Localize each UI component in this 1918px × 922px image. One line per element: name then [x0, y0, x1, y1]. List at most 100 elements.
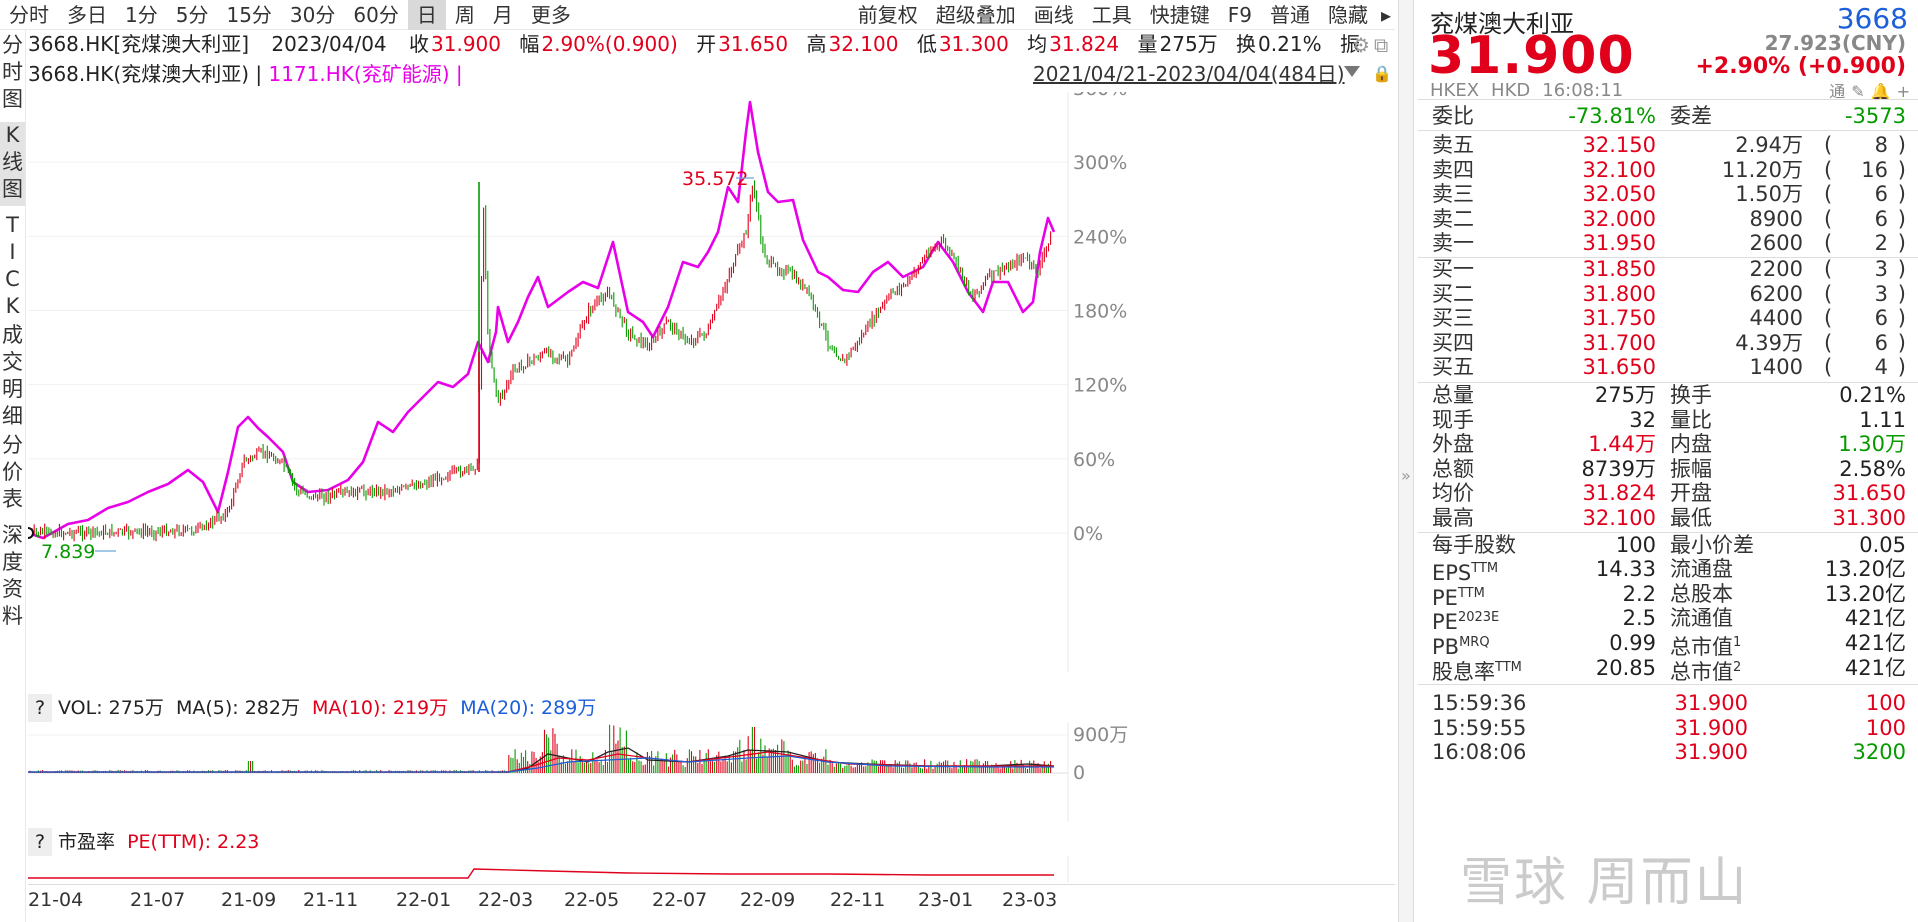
level-label: 卖一 [1432, 231, 1474, 256]
fund-value: 0.99 [1609, 631, 1656, 655]
trade-time: 16:08:06 [1432, 740, 1527, 765]
toolbar-tool-button[interactable]: 超级叠加 [935, 2, 1016, 27]
avg-label: 均 [1027, 32, 1048, 56]
weibi-row: 委比 -73.81% 委差 -3573 [1418, 101, 1918, 131]
x-tick-label: 22-07 [652, 889, 708, 911]
toolbar-tool-button[interactable]: 工具 [1091, 2, 1132, 27]
level-qty: 2600 [1749, 231, 1803, 256]
fundamental-row: PETTM 2.2 总股本 13.20亿 [1418, 582, 1918, 610]
edit-icon[interactable]: ✎ [1851, 82, 1865, 101]
fund-label-sup: TTM [1457, 585, 1485, 601]
paren-open: ( [1824, 257, 1833, 281]
panel-splitter[interactable]: » [1398, 0, 1414, 922]
fund-label-text: PE [1432, 585, 1458, 610]
bell-icon[interactable]: 🔔 [1870, 82, 1891, 101]
bid-level-row[interactable]: 买五 31.650 1400 (4) [1418, 355, 1918, 380]
pe-chart[interactable] [28, 856, 1395, 882]
settings-icon[interactable]: ⚙ [1352, 33, 1370, 57]
y-tick-label: 120% [1073, 375, 1127, 397]
fund-label-text: 总市值 [1670, 659, 1733, 684]
level-qty: 1400 [1749, 355, 1803, 380]
period-tab[interactable]: 分时 [9, 2, 49, 27]
vol-ma5-line [28, 747, 1055, 773]
left-tab[interactable]: T I C K [5, 213, 20, 318]
period-tab[interactable]: 多日 [67, 2, 107, 27]
trade-time: 15:59:55 [1432, 715, 1527, 740]
ask-level-row[interactable]: 卖二 32.000 8900 (6) [1418, 207, 1918, 232]
pe-help-icon[interactable]: ? [28, 828, 52, 856]
period-tab[interactable]: 日 [407, 0, 446, 30]
level-label: 卖四 [1432, 157, 1474, 182]
date-label: 2023/04/04 [271, 32, 387, 56]
toolbar-tool-button[interactable]: 画线 [1033, 2, 1074, 27]
toolbar-tool-button[interactable]: 前复权 [857, 2, 918, 27]
left-tab[interactable]: 成 交 明 细 [2, 323, 23, 428]
period-tab[interactable]: 60分 [353, 2, 399, 27]
vol-tick-label: 900万 [1073, 724, 1128, 746]
stat-label: 换手 [1670, 383, 1712, 407]
x-tick-label: 21-09 [221, 889, 277, 911]
x-tick-label: 21-11 [303, 889, 359, 911]
fund-label: 流通盘 [1670, 557, 1733, 582]
add-icon[interactable]: + [1896, 82, 1910, 101]
toolbar-tool-button[interactable]: 普通 [1269, 2, 1310, 27]
stock-code[interactable]: 3668 [1836, 2, 1908, 35]
fund-label: EPSTTM [1432, 557, 1498, 586]
volume-value: VOL: 275万 [58, 697, 164, 719]
popout-icon[interactable]: ⧉ [1374, 33, 1389, 57]
level-price: 31.800 [1582, 281, 1656, 306]
fund-label-text: 股息率 [1432, 659, 1495, 684]
lock-icon[interactable]: 🔒 [1372, 64, 1392, 83]
bid-level-row[interactable]: 买四 31.700 4.39万 (6) [1418, 331, 1918, 356]
chevron-down-icon[interactable] [1344, 66, 1360, 77]
period-tab[interactable]: 30分 [289, 2, 336, 27]
expand-arrow-icon[interactable]: » [1401, 466, 1411, 485]
kline-main-chart[interactable]: 360% 300% 240% 180% 120% 60% 0% 35.572 7.839 [28, 92, 1395, 672]
period-tab[interactable]: 周 [454, 2, 475, 27]
left-tab[interactable]: 分 价 表 [2, 433, 23, 511]
left-tab[interactable]: K 线 图 [0, 122, 25, 206]
bid-level-row[interactable]: 买三 31.750 4400 (6) [1418, 306, 1918, 331]
divider [1418, 99, 1918, 100]
period-tab[interactable]: 1分 [125, 2, 158, 27]
paren-close: ) [1897, 231, 1906, 256]
bid-level-row[interactable]: 买二 31.800 6200 (3) [1418, 282, 1918, 307]
volume-help-icon[interactable]: ? [28, 694, 52, 722]
stat-label: 总量 [1432, 383, 1474, 407]
paren-close: ) [1897, 257, 1906, 281]
fund-label-text: EPS [1432, 561, 1472, 586]
trade-volume: 3200 [1852, 740, 1906, 765]
ask-level-row[interactable]: 卖四 32.100 11.20万 (16) [1418, 158, 1918, 183]
main-symbol-label: 3668.HK(兖煤澳大利亚) | [28, 62, 263, 86]
left-tab[interactable]: 深 度 资 料 [2, 523, 23, 628]
period-tab[interactable]: 15分 [226, 2, 272, 27]
fund-label: 流通值 [1670, 606, 1733, 631]
fund-label-text: 流通值 [1670, 606, 1733, 631]
volume-label: 量 [1137, 32, 1158, 56]
period-tab[interactable]: 月 [492, 2, 513, 27]
x-tick-label: 21-04 [28, 889, 84, 911]
period-tab[interactable]: 5分 [175, 2, 209, 27]
fund-label-sup: TTM [1471, 561, 1499, 577]
fund-label: 总股本 [1670, 582, 1733, 607]
stat-value: 1.30万 [1838, 432, 1906, 457]
open-label: 开 [696, 32, 717, 56]
toolbar-tool-button[interactable]: 隐藏 [1327, 2, 1368, 27]
x-tick-label: 21-07 [130, 889, 186, 911]
ask-level-row[interactable]: 卖五 32.150 2.94万 (8) [1418, 133, 1918, 158]
volume-chart[interactable]: 900万 0 [28, 722, 1395, 822]
tong-badge[interactable]: 通 [1829, 82, 1846, 101]
ask-level-row[interactable]: 卖一 31.950 2600 (2) [1418, 231, 1918, 256]
compare-symbol-label[interactable]: 1171.HK(兖矿能源) | [268, 62, 463, 86]
ask-level-row[interactable]: 卖三 32.050 1.50万 (6) [1418, 182, 1918, 207]
paren-close: ) [1897, 206, 1906, 231]
stat-value: 32 [1629, 407, 1656, 432]
left-tab[interactable]: 分 时 图 [2, 33, 23, 111]
toolbar-tool-button[interactable]: F9 [1227, 2, 1252, 27]
toolbar-tool-button[interactable]: 快捷键 [1149, 2, 1210, 27]
toolbar-more-arrow-icon[interactable]: ▸ [1380, 2, 1391, 27]
date-range-selector[interactable]: 2021/04/21-2023/04/04(484日) [1033, 62, 1345, 86]
level-price: 32.100 [1582, 157, 1656, 182]
bid-level-row[interactable]: 买一 31.850 2200 (3) [1418, 257, 1918, 282]
period-tab[interactable]: 更多 [530, 2, 571, 27]
